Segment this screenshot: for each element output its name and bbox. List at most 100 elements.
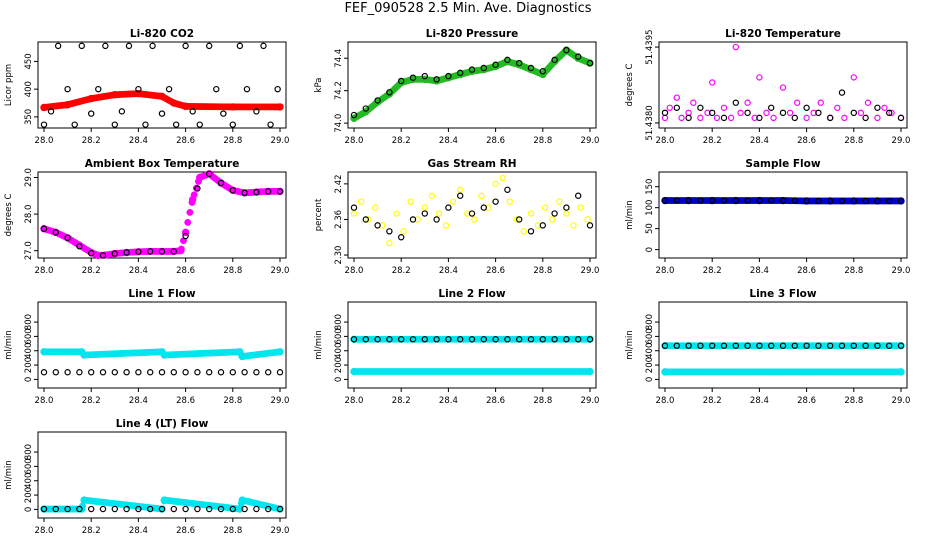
series-avg	[350, 336, 594, 343]
data-point	[570, 222, 577, 229]
plot-frame	[658, 41, 908, 129]
data-point	[165, 85, 173, 93]
data-point	[897, 197, 905, 205]
chart-panel-pressure: Li-820 Pressure 28.0 28.2 28.4 28.6 28.8 29.0 7…	[314, 28, 599, 146]
data-point	[194, 369, 201, 376]
x-tick-label: 28.6	[176, 526, 195, 536]
data-point	[432, 77, 441, 85]
data-point	[732, 342, 740, 349]
series-avg	[40, 505, 284, 513]
data-point	[779, 342, 787, 349]
data-point	[850, 342, 858, 349]
data-point	[421, 336, 428, 343]
data-point	[862, 114, 869, 122]
y-axis-label: degrees C	[4, 194, 14, 237]
data-point	[111, 250, 119, 257]
data-point	[516, 336, 523, 343]
x-tick-label: 28.2	[703, 396, 722, 406]
data-point	[862, 342, 869, 349]
data-point	[685, 197, 692, 204]
data-point	[763, 109, 770, 117]
data-point	[549, 216, 556, 223]
data-point	[575, 192, 582, 199]
data-point	[357, 198, 365, 205]
x-tick-label: 28.8	[533, 396, 552, 406]
data-point	[229, 369, 236, 376]
x-tick-label: 28.0	[345, 266, 364, 276]
data-point	[857, 109, 865, 117]
y-tick-label: 2.36	[334, 210, 344, 229]
data-point	[229, 103, 237, 111]
data-point	[409, 216, 417, 223]
data-point	[661, 368, 669, 376]
x-tick-label: 29.0	[581, 266, 600, 276]
data-point	[697, 342, 704, 349]
data-point	[575, 53, 582, 60]
x-tick-label: 28.4	[750, 396, 769, 406]
data-point	[135, 369, 142, 376]
data-point	[661, 109, 669, 117]
chart-title: Gas Stream RH	[427, 158, 516, 170]
data-point	[709, 109, 716, 117]
y-tick-label: 800	[645, 314, 655, 330]
data-point	[673, 342, 681, 349]
y-axis-label: kPa	[314, 78, 324, 93]
data-point	[768, 197, 775, 204]
data-point	[111, 369, 119, 376]
data-point	[64, 505, 71, 513]
data-point	[87, 505, 95, 513]
data-point	[276, 348, 284, 356]
plot-frame	[347, 171, 597, 259]
chart-panel-line4: Line 4 (LT) Flow 28.0 28.2 28.4 28.6 28.8 29.0…	[4, 418, 289, 536]
data-point	[779, 197, 787, 204]
y-tick-label: 74.2	[334, 81, 344, 100]
data-point	[76, 505, 83, 513]
data-point	[170, 505, 177, 513]
plot-frame	[347, 41, 597, 129]
data-point	[189, 108, 196, 115]
x-tick-label: 28.4	[129, 266, 148, 276]
data-point	[205, 505, 213, 513]
data-point	[841, 114, 848, 122]
data-point	[63, 100, 72, 109]
x-tick-label: 28.8	[844, 396, 863, 406]
x-tick-label: 29.0	[271, 396, 290, 406]
data-point	[196, 121, 203, 128]
data-point	[737, 109, 744, 117]
data-point	[563, 204, 570, 211]
data-point	[457, 186, 464, 193]
data-point	[158, 92, 166, 101]
data-point	[435, 210, 443, 217]
data-point	[182, 505, 189, 513]
data-point	[385, 90, 394, 98]
data-point	[897, 368, 905, 376]
data-point	[265, 505, 272, 513]
data-point	[78, 42, 85, 50]
data-point	[732, 43, 740, 51]
data-point	[685, 114, 692, 122]
data-point	[815, 197, 822, 205]
chart-panel-temp820: Li-820 Temperature 28.0 28.2 28.4 28.6 28.8 29…	[625, 28, 910, 146]
data-point	[64, 369, 71, 376]
x-tick-label: 29.0	[271, 266, 290, 276]
x-tick-label: 29.0	[271, 526, 290, 536]
data-point	[673, 104, 681, 111]
chart-title: Sample Flow	[745, 158, 820, 170]
data-point	[253, 505, 260, 513]
data-point	[492, 198, 499, 205]
data-point	[409, 336, 417, 343]
data-point	[690, 99, 697, 106]
data-point	[40, 103, 48, 112]
data-point	[47, 108, 55, 115]
data-point	[170, 369, 177, 376]
data-point	[253, 108, 260, 115]
data-point	[87, 369, 95, 376]
data-point	[372, 204, 379, 211]
data-point	[276, 188, 284, 195]
chart-title: Line 4 (LT) Flow	[116, 418, 209, 430]
data-point	[791, 342, 799, 349]
y-tick-label: 0	[334, 377, 344, 382]
data-point	[468, 210, 476, 217]
data-point	[350, 210, 358, 217]
y-tick-label: 2.30	[334, 246, 344, 265]
